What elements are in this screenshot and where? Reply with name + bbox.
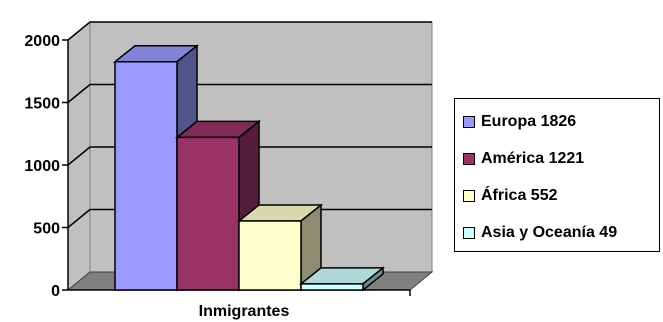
bar-europa bbox=[114, 61, 178, 291]
legend-label-america: América 1221 bbox=[481, 150, 585, 167]
y-tick-label: 0 bbox=[51, 283, 60, 300]
bar-africa bbox=[238, 220, 302, 291]
x-category-label: Inmigrantes bbox=[199, 303, 290, 320]
legend-swatch-europa bbox=[463, 116, 475, 128]
gridline bbox=[67, 146, 432, 166]
legend-swatch-asia-oceania bbox=[463, 227, 475, 239]
legend-item-asia-oceania: Asia y Oceanía 49 bbox=[455, 218, 659, 248]
y-tick-label: 500 bbox=[33, 221, 60, 238]
gridline bbox=[67, 21, 432, 41]
legend-swatch-africa bbox=[463, 190, 475, 202]
y-tick-label: 2000 bbox=[24, 33, 60, 50]
legend-label-europa: Europa 1826 bbox=[481, 113, 577, 130]
bar-america bbox=[176, 136, 240, 291]
bar-asia-oceania bbox=[300, 283, 364, 291]
legend-swatch-america bbox=[463, 153, 475, 165]
legend: Europa 1826 América 1221 África 552 Asia… bbox=[454, 98, 660, 252]
legend-label-africa: África 552 bbox=[481, 187, 558, 204]
y-tick-label: 1500 bbox=[24, 96, 60, 113]
legend-item-europa: Europa 1826 bbox=[455, 107, 659, 137]
gridline bbox=[67, 83, 432, 104]
legend-item-africa: África 552 bbox=[455, 181, 659, 211]
legend-label-asia-oceania: Asia y Oceanía 49 bbox=[481, 224, 618, 241]
legend-item-america: América 1221 bbox=[455, 144, 659, 174]
y-tick-label: 1000 bbox=[24, 158, 60, 175]
